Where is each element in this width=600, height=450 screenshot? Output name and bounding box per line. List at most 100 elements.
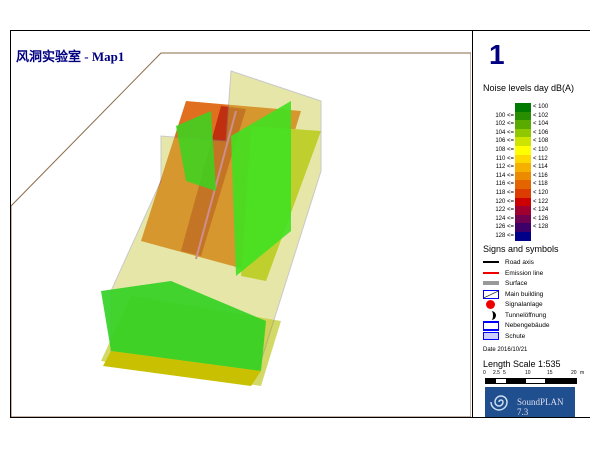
legend-lower: 102 <= — [495, 121, 514, 128]
road-axis-icon — [483, 258, 499, 266]
sign-item: Tunnelöffnung — [483, 310, 546, 321]
secondary-building-icon — [483, 321, 499, 332]
legend-swatch — [515, 137, 531, 146]
legend-upper: < 104 — [533, 121, 549, 128]
legend-upper: < 100 — [533, 104, 549, 110]
legend-lower: 106 <= — [495, 138, 514, 145]
legend-row: 104 <= < 106 — [473, 128, 590, 138]
3d-map-view[interactable] — [11, 31, 471, 417]
soundplan-logo: SoundPLAN 7.3 — [485, 387, 575, 417]
legend-lower: 108 <= — [495, 147, 514, 153]
legend-row: 106 <= < 108 — [473, 137, 590, 146]
logo-text: SoundPLAN 7.3 — [517, 397, 564, 417]
sign-label: Tunnelöffnung — [505, 311, 547, 319]
sign-label: Surface — [505, 280, 528, 287]
surface-icon — [483, 279, 499, 287]
sign-label: Emission line — [505, 269, 544, 277]
tunnel-opening-icon — [483, 310, 499, 320]
legend-lower: 126 <= — [495, 224, 514, 231]
green-wall-left — [176, 111, 216, 191]
legend-upper: < 114 — [533, 164, 548, 171]
scale-tick: 10 — [525, 370, 531, 376]
legend-upper: < 110 — [533, 147, 548, 153]
map-title: 风洞实验室 - Map1 — [16, 49, 125, 64]
legend-swatch — [515, 214, 531, 224]
legend-row: 126 <= < 128 — [473, 223, 590, 232]
barrier-icon — [483, 331, 499, 340]
legend-lower: 114 <= — [495, 172, 514, 179]
legend-row: 112 <= < 114 — [473, 163, 590, 172]
legend-upper: < 120 — [533, 190, 549, 196]
legend-row: 124 <= < 126 — [473, 214, 590, 224]
building-base — [103, 351, 261, 386]
legend-row: 118 <= < 120 — [473, 189, 590, 198]
legend-swatch — [515, 232, 531, 241]
sign-item: Emission line — [483, 268, 543, 279]
length-scale: Length Scale 1:535 — [483, 359, 561, 369]
sign-item: Signalanlage — [483, 299, 543, 310]
legend-lower: 104 <= — [495, 129, 514, 136]
legend-row: 120 <= < 122 — [473, 197, 590, 207]
legend-swatch — [515, 163, 531, 172]
scale-tick: 5 — [503, 370, 506, 376]
green-wall-center — [231, 101, 291, 276]
legend-lower: 112 <= — [495, 164, 514, 171]
legend-swatch — [515, 180, 531, 189]
signal-dot-icon — [483, 300, 499, 310]
map-number: 1 — [489, 39, 505, 70]
sign-item: Road axis — [483, 257, 534, 268]
sign-item: Surface — [483, 278, 527, 289]
legend-upper: < 112 — [533, 155, 548, 162]
sign-item: Nebengebäude — [483, 320, 549, 332]
legend-swatch — [515, 197, 531, 207]
sign-label: Schute — [505, 332, 526, 340]
sign-label: Road axis — [505, 259, 534, 266]
legend-swatch — [515, 128, 531, 138]
legend-row: 122 <= < 124 — [473, 206, 590, 215]
sign-item: Schute — [483, 331, 525, 342]
legend-row: 128 <= — [473, 232, 590, 241]
legend-lower: 128 <= — [495, 233, 514, 239]
emission-line-icon — [483, 269, 499, 277]
legend-lower: 118 <= — [495, 190, 514, 196]
sign-item: Main building — [483, 289, 543, 300]
road-axis — [195, 110, 237, 260]
legend-row: 116 <= < 118 — [473, 180, 590, 189]
green-wall-front — [101, 281, 266, 371]
scale-ticks: 0 2.5 5 10 15 20 m — [483, 370, 585, 378]
legend-swatch — [515, 223, 531, 232]
legend-upper: < 102 — [533, 112, 549, 119]
legend-upper: < 106 — [533, 129, 549, 136]
legend-swatch — [515, 154, 531, 164]
scale-tick: 2.5 — [493, 370, 500, 376]
legend-lower: 116 <= — [495, 181, 514, 188]
legend-title: Noise levels day dB(A) — [483, 83, 575, 93]
legend-swatch — [515, 103, 531, 112]
legend-row: 102 <= < 104 — [473, 120, 590, 129]
scale-tick: m — [580, 370, 585, 376]
legend-upper: < 118 — [533, 181, 548, 188]
scale-tick: 15 — [547, 370, 553, 376]
legend-swatch — [515, 206, 531, 215]
legend-upper: < 108 — [533, 138, 549, 145]
legend-swatch — [515, 111, 531, 121]
legend-row: < 100 — [473, 103, 590, 112]
scale-tick: 20 — [571, 370, 577, 376]
legend-swatch — [515, 120, 531, 129]
scale-bar — [485, 378, 577, 384]
ground-boundary — [11, 52, 471, 417]
main-building-icon — [483, 289, 499, 299]
date: Date 2016/10/21 — [483, 347, 528, 353]
legend-panel: 1 Noise levels day dB(A) < 100 100 <= < 10… — [472, 31, 590, 417]
legend-upper: < 116 — [533, 172, 548, 179]
swirl-icon — [490, 395, 508, 411]
sign-label: Signalanlage — [505, 301, 543, 308]
legend-upper: < 122 — [533, 198, 549, 205]
legend-lower: 120 <= — [495, 198, 514, 205]
legend-lower: 110 <= — [495, 155, 514, 162]
legend-upper: < 128 — [533, 224, 549, 231]
legend-lower: 122 <= — [495, 207, 514, 214]
legend-upper: < 126 — [533, 215, 549, 222]
legend-lower: 124 <= — [495, 215, 514, 222]
signs-title: Signs and symbols — [483, 244, 559, 254]
